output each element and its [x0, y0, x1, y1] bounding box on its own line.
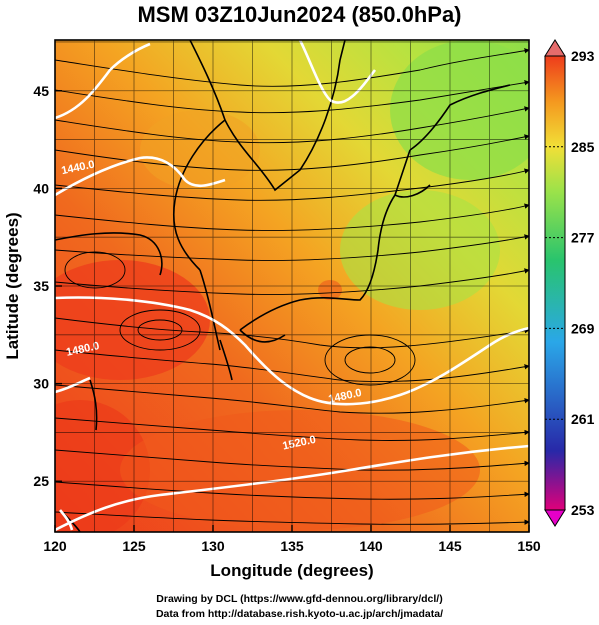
chart-title: MSM 03Z10Jun2024 (850.0hPa) [137, 2, 462, 27]
x-tick-label: 130 [201, 538, 225, 554]
x-axis-label: Longitude (degrees) [210, 561, 373, 580]
x-tick-label: 125 [122, 538, 146, 554]
y-tick-label: 25 [33, 473, 49, 489]
temperature-field [55, 40, 529, 532]
y-tick-label: 35 [33, 278, 49, 294]
credits: Drawing by DCL (https://www.gfd-dennou.o… [0, 592, 599, 622]
y-tick-label: 30 [33, 376, 49, 392]
y-tick-label: 40 [33, 180, 49, 196]
colorbar-scale [544, 55, 566, 511]
x-tick-label: 120 [43, 538, 67, 554]
colorbar: 293 285 277 269 261 253 [544, 39, 595, 527]
x-tick-label: 145 [438, 538, 462, 554]
colorbar-bottom-arrow [544, 509, 566, 527]
y-axis-label: Latitude (degrees) [3, 212, 22, 359]
y-axis-ticks: 25 30 35 40 45 [33, 83, 62, 489]
colorbar-tick-label: 269 [571, 320, 595, 336]
colorbar-tick-label: 285 [571, 139, 595, 155]
colorbar-tick-label: 261 [571, 411, 595, 427]
credit-drawing: Drawing by DCL (https://www.gfd-dennou.o… [156, 593, 443, 605]
x-tick-label: 150 [517, 538, 541, 554]
colorbar-tick-label: 293 [571, 48, 595, 64]
x-tick-label: 140 [359, 538, 383, 554]
x-axis-ticks: 120 125 130 135 140 145 150 [43, 525, 541, 554]
y-tick-label: 45 [33, 83, 49, 99]
colorbar-tick-label: 253 [571, 502, 595, 518]
contour-1480-line [55, 296, 529, 406]
x-tick-label: 135 [280, 538, 304, 554]
colorbar-top-arrow [544, 39, 566, 57]
colorbar-ticks: 293 285 277 269 261 253 [545, 48, 595, 518]
colorbar-tick-label: 277 [571, 230, 595, 246]
credit-data: Data from http://database.rish.kyoto-u.a… [155, 608, 444, 620]
